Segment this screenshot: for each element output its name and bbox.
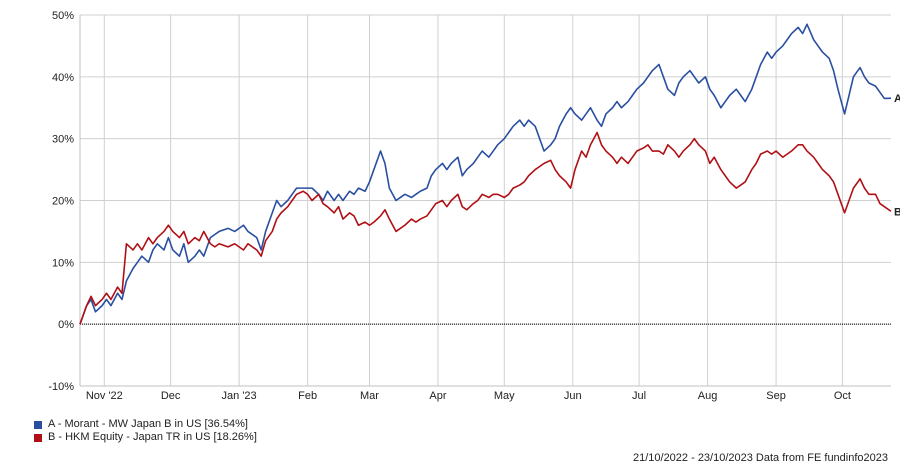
- x-tick-label: Mar: [360, 390, 379, 402]
- series-layer: [79, 23, 892, 325]
- y-tick-label: -10%: [48, 381, 74, 393]
- x-tick-label: Dec: [161, 390, 181, 402]
- x-tick-label: Jun: [564, 390, 582, 402]
- series-line-b: [79, 131, 892, 325]
- x-tick-label: Sep: [766, 390, 786, 402]
- series-line-a: [79, 23, 892, 325]
- axis-layer: -10% 0% 10% 20% 30% 40% 50% Nov '22 Dec Jan '23 Fe…: [48, 10, 891, 402]
- legend-swatch-a: [34, 420, 42, 429]
- grid-layer: [80, 14, 891, 387]
- legend: A - Morant - MW Japan B in US [36.54%] B…: [34, 418, 257, 444]
- x-tick-label: Apr: [429, 390, 446, 402]
- x-tick-label: Feb: [298, 390, 317, 402]
- footer-date-source: 21/10/2022 - 23/10/2023 Data from FE fun…: [632, 452, 888, 464]
- x-tick-label: Jul: [632, 390, 646, 402]
- x-tick-label: May: [494, 390, 515, 402]
- y-tick-label: 40%: [52, 72, 74, 84]
- legend-item-a: A - Morant - MW Japan B in US [36.54%]: [34, 418, 257, 431]
- label-layer: AB: [894, 93, 900, 218]
- x-tick-label: Oct: [834, 390, 851, 402]
- y-tick-label: 50%: [52, 10, 74, 22]
- series-end-label-a: A: [894, 93, 900, 105]
- x-tick-label: Jan '23: [222, 390, 257, 402]
- y-tick-label: 10%: [52, 257, 74, 269]
- series-end-label-b: B: [894, 206, 900, 218]
- y-tick-label: 20%: [52, 196, 74, 208]
- x-tick-label: Aug: [698, 390, 718, 402]
- x-tick-label: Nov '22: [86, 390, 123, 402]
- y-tick-label: 30%: [52, 134, 74, 146]
- legend-item-b: B - HKM Equity - Japan TR in US [18.26%]: [34, 431, 257, 444]
- legend-swatch-b: [34, 433, 42, 442]
- legend-label-a: A - Morant - MW Japan B in US [36.54%]: [48, 418, 248, 430]
- legend-label-b: B - HKM Equity - Japan TR in US [18.26%]: [48, 431, 257, 443]
- y-tick-label: 0%: [58, 319, 74, 331]
